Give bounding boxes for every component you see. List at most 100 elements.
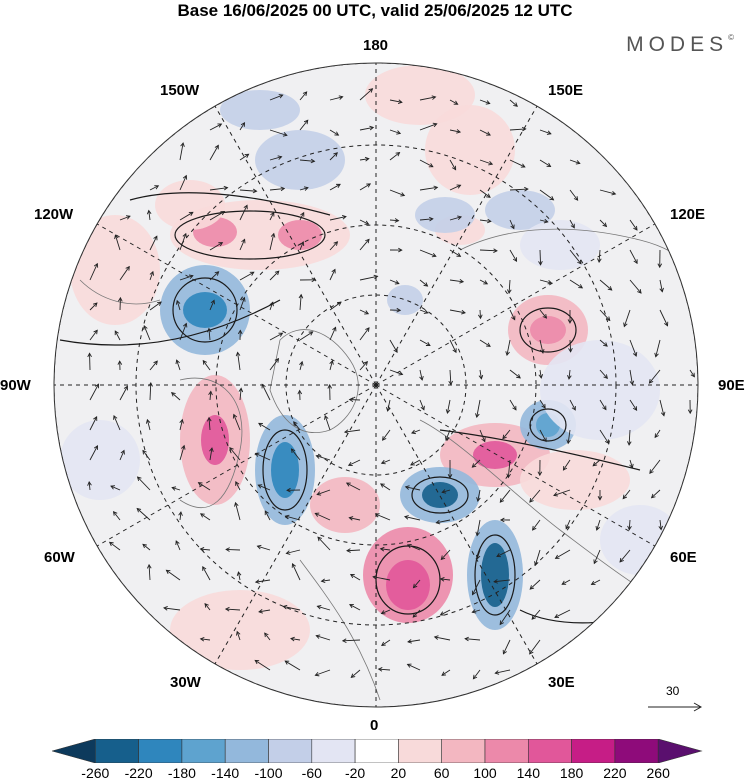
wind-arrow [329, 241, 339, 251]
wind-arrow [599, 279, 613, 291]
wind-arrow [439, 576, 451, 582]
wind-arrow [648, 369, 661, 384]
wind-arrow [235, 351, 241, 371]
wind-arrow [569, 399, 576, 411]
wind-arrow [419, 249, 437, 258]
wind-arrow [419, 95, 437, 101]
wind-arrow [179, 444, 186, 461]
wind-arrow [539, 129, 552, 135]
wind-arrow [539, 429, 547, 443]
wind-arrow [269, 332, 284, 341]
wind-arrow [419, 185, 439, 191]
wind-arrow [269, 270, 280, 281]
wind-arrow [171, 486, 181, 491]
wind-arrow [627, 519, 632, 531]
colorbar-tick: 60 [433, 765, 450, 781]
wind-arrow [209, 447, 214, 461]
wind-arrow [298, 293, 304, 311]
anomaly-patch [60, 420, 140, 500]
anomaly-patch [155, 180, 225, 230]
wind-arrow [629, 279, 642, 294]
colorbar-tick: 140 [516, 765, 540, 781]
wind-arrow [435, 519, 451, 525]
contour-line [262, 429, 308, 511]
wind-arrow [569, 249, 582, 265]
wind-arrow [299, 158, 316, 164]
map-border [53, 62, 699, 708]
wind-arrow [179, 174, 188, 191]
wind-arrow [329, 129, 340, 136]
wind-arrow [341, 638, 361, 644]
wind-arrow [532, 519, 541, 531]
wind-arrow [359, 238, 370, 251]
wind-arrow [494, 669, 511, 675]
wind-arrow [145, 418, 151, 431]
wind-arrow [537, 459, 543, 477]
wind-arrow [475, 549, 481, 560]
label-60w: 60W [44, 549, 75, 566]
wind-arrow [89, 329, 98, 341]
wind-arrow [539, 159, 552, 167]
wind-arrow [389, 151, 401, 161]
wind-arrow [329, 214, 347, 221]
wind-arrow [261, 383, 271, 401]
wind-arrow [406, 663, 421, 671]
wind-arrow [284, 660, 301, 671]
colorbar-tick: 220 [603, 765, 627, 781]
wind-arrow [622, 489, 631, 500]
wind-arrow [538, 369, 544, 379]
wind-arrow [471, 609, 481, 614]
wind-arrow [389, 279, 400, 285]
colorbar-tick: -140 [211, 765, 240, 781]
anomaly-patch [387, 285, 423, 315]
wind-arrow [239, 204, 248, 221]
wind-arrow [597, 489, 603, 501]
wind-arrow [449, 215, 463, 221]
colorbar-extend-low [52, 739, 96, 763]
wind-arrow [554, 609, 571, 619]
wind-arrow [89, 416, 98, 431]
colorbar-segment [484, 739, 529, 763]
wind-arrow [269, 211, 275, 221]
colorbar-tick: -60 [301, 765, 322, 781]
anomaly-patch [201, 415, 229, 465]
wind-arrow [179, 322, 188, 341]
wind-arrow [569, 279, 584, 289]
wind-arrow [299, 360, 304, 371]
wind-arrow [650, 489, 661, 499]
wind-arrow [359, 361, 368, 371]
wind-arrow [449, 129, 462, 134]
wind-arrow [225, 547, 241, 552]
wind-arrow [567, 369, 572, 380]
wind-arrow [89, 445, 99, 461]
anomaly-patch [481, 543, 509, 607]
wind-arrow [554, 549, 571, 559]
wind-arrow [179, 418, 184, 431]
wind-arrow [329, 183, 341, 191]
wind-arrow [170, 392, 181, 401]
wind-arrow [350, 669, 361, 679]
wind-arrow [479, 429, 486, 443]
wind-arrow [202, 566, 211, 581]
wind-arrow [110, 485, 121, 491]
wind-arrow [232, 413, 241, 431]
wind-arrow [649, 459, 661, 475]
wind-arrow [269, 301, 274, 311]
contour-line [529, 408, 567, 442]
wind-arrow [539, 189, 555, 201]
wind-arrow [509, 249, 518, 263]
anomaly-patch [386, 560, 430, 610]
wind-arrow [197, 482, 211, 491]
wind-arrow [509, 159, 526, 168]
wind-arrow [359, 219, 370, 225]
wind-arrow [209, 185, 229, 191]
wind-arrow [290, 448, 301, 461]
coastline [269, 329, 359, 433]
wind-arrow [479, 248, 498, 253]
anomaly-patch [530, 316, 566, 344]
wind-arrow [199, 636, 211, 642]
wind-arrow [89, 302, 98, 311]
anomaly-patch [520, 220, 600, 270]
colorbar-segment [268, 739, 313, 763]
wind-arrow [687, 399, 693, 415]
